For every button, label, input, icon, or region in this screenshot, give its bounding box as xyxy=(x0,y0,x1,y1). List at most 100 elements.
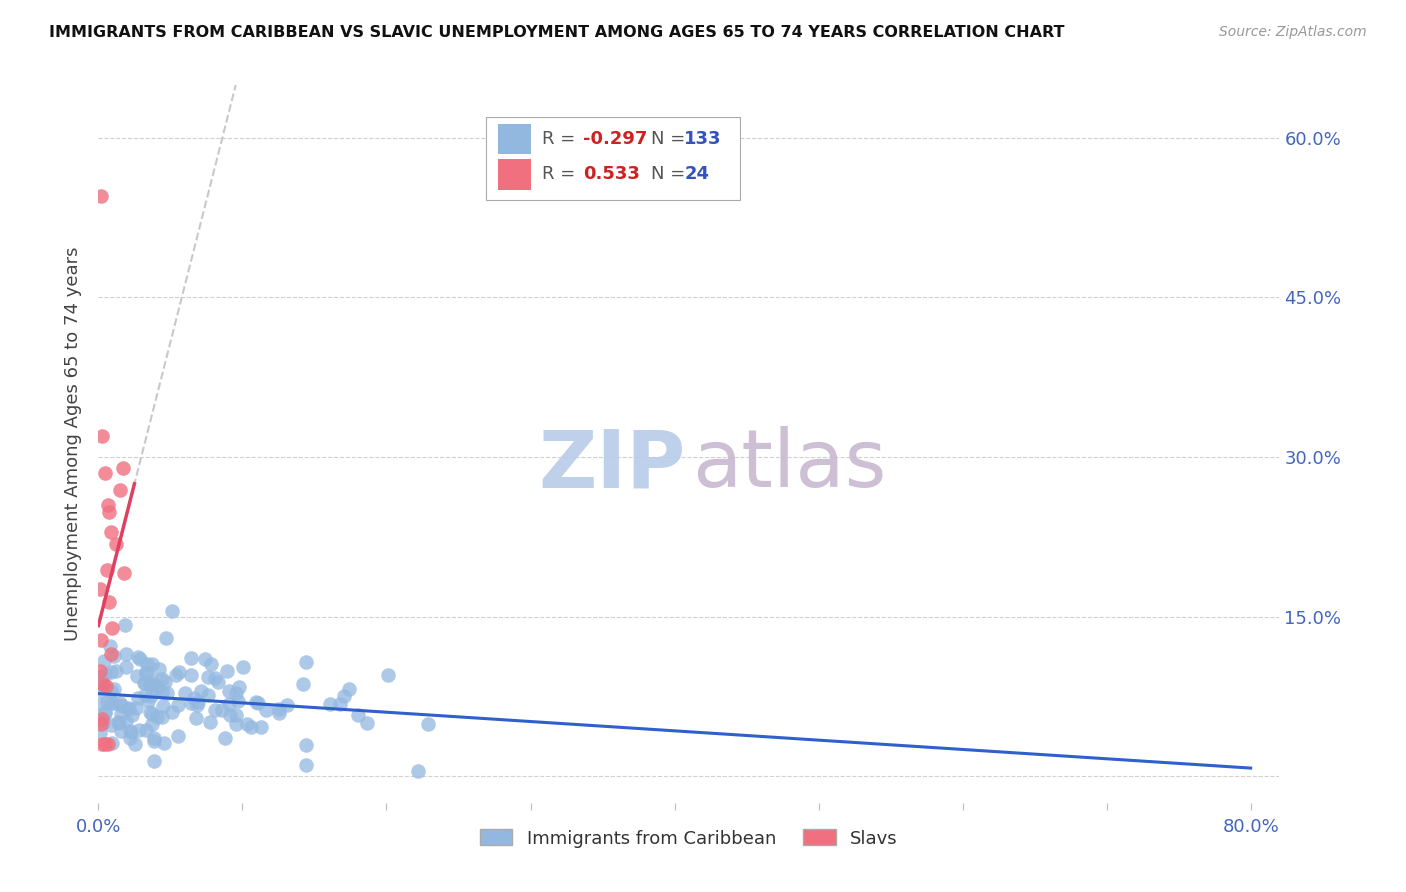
Point xyxy=(90,632,112,647)
Text: Source: ZipAtlas.com: Source: ZipAtlas.com xyxy=(1219,25,1367,39)
Point xyxy=(94,705,117,719)
Point xyxy=(139,705,162,719)
Point xyxy=(108,715,131,730)
Point xyxy=(165,668,187,682)
Point xyxy=(100,524,122,539)
Point xyxy=(187,695,209,709)
Point xyxy=(174,686,197,700)
Point xyxy=(269,702,291,716)
Point xyxy=(104,664,127,678)
Point xyxy=(89,664,111,678)
Legend: Immigrants from Caribbean, Slavs: Immigrants from Caribbean, Slavs xyxy=(472,822,905,855)
Point xyxy=(101,736,124,750)
Point xyxy=(214,731,236,746)
Point xyxy=(97,498,120,512)
Point xyxy=(94,706,117,720)
Point xyxy=(103,696,125,710)
Point xyxy=(96,694,118,708)
Point xyxy=(225,686,247,700)
Point xyxy=(148,680,170,694)
Point xyxy=(292,676,315,690)
Point xyxy=(128,723,150,738)
Point xyxy=(156,686,179,700)
Point xyxy=(162,705,184,719)
Point xyxy=(125,669,148,683)
Point xyxy=(194,652,217,666)
Point xyxy=(93,654,115,668)
Point xyxy=(239,720,262,734)
Point xyxy=(236,717,259,731)
Point xyxy=(103,649,125,664)
Point xyxy=(121,707,143,722)
Point xyxy=(127,690,149,705)
Point xyxy=(186,698,208,713)
Point xyxy=(226,694,249,708)
Point xyxy=(115,714,138,728)
Point xyxy=(180,696,202,710)
Point xyxy=(183,691,205,706)
Point xyxy=(100,718,122,732)
Point xyxy=(145,709,167,723)
Point xyxy=(337,682,360,697)
Text: ZIP: ZIP xyxy=(538,426,685,504)
Point xyxy=(100,665,122,680)
Point xyxy=(200,657,222,672)
Text: N =: N = xyxy=(651,129,692,147)
Point xyxy=(166,729,188,743)
Point xyxy=(110,696,132,710)
Text: 0.533: 0.533 xyxy=(582,166,640,184)
Point xyxy=(377,667,399,681)
Point xyxy=(117,701,139,715)
Point xyxy=(120,724,142,739)
Point xyxy=(197,688,219,702)
Point xyxy=(94,466,117,480)
Text: -0.297: -0.297 xyxy=(582,129,647,147)
Point xyxy=(152,685,174,699)
Point xyxy=(142,731,165,745)
Point xyxy=(100,648,122,662)
Point xyxy=(180,668,202,682)
Point xyxy=(94,737,117,751)
Point xyxy=(232,660,254,674)
Point xyxy=(319,697,342,711)
Point xyxy=(115,660,138,674)
Point xyxy=(356,716,378,731)
Point xyxy=(97,737,120,751)
Point xyxy=(150,672,173,686)
Point xyxy=(110,706,132,721)
Point xyxy=(295,655,318,669)
Point xyxy=(101,621,124,635)
Point xyxy=(136,694,159,708)
Point xyxy=(211,703,233,717)
Point xyxy=(93,666,115,681)
Point xyxy=(184,711,207,725)
Point xyxy=(225,717,247,731)
Point xyxy=(90,717,112,731)
Point xyxy=(139,676,162,690)
Point xyxy=(218,683,240,698)
Point xyxy=(125,701,148,715)
Point xyxy=(294,758,316,772)
Point xyxy=(107,715,129,730)
Point xyxy=(91,429,114,443)
Text: atlas: atlas xyxy=(693,426,887,504)
Point xyxy=(134,688,156,702)
Text: 24: 24 xyxy=(685,166,709,184)
Point xyxy=(152,699,174,714)
Point xyxy=(110,698,132,713)
Point xyxy=(333,690,356,704)
Point xyxy=(120,725,142,739)
Point xyxy=(105,537,128,551)
Point xyxy=(91,715,114,730)
Point xyxy=(190,683,212,698)
Point xyxy=(120,731,142,745)
Point xyxy=(90,737,112,751)
Point xyxy=(91,677,114,691)
Point xyxy=(276,698,298,712)
Point xyxy=(246,696,269,710)
Point xyxy=(169,665,191,679)
Point xyxy=(217,664,239,678)
Point xyxy=(160,604,183,618)
Point xyxy=(114,618,136,632)
Point xyxy=(166,698,188,712)
